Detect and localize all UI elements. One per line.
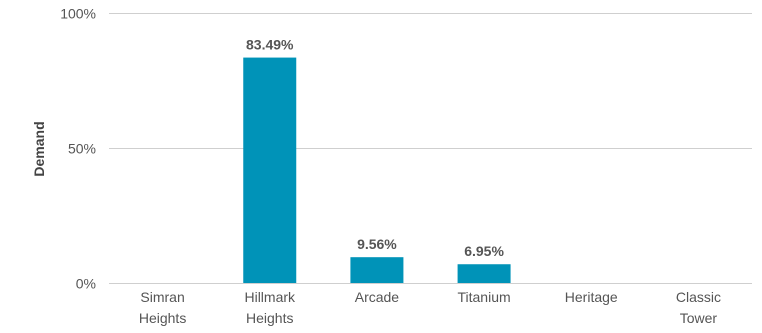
x-tick-label: Titanium (457, 289, 510, 305)
bar (243, 57, 297, 284)
bar (350, 257, 404, 283)
bars (243, 57, 511, 284)
data-label: 9.56% (357, 236, 397, 252)
data-label: 83.49% (246, 37, 294, 53)
bar (457, 264, 511, 283)
x-tick-label: Simran Heights (139, 289, 186, 326)
x-axis-categories: Simran Heights Hillmark Heights Arcade Titani… (139, 289, 721, 326)
data-labels: 83.49% 9.56% 6.95% (246, 37, 504, 260)
x-tick-label: Arcade (355, 289, 400, 305)
y-axis-label: Demand (31, 121, 47, 176)
y-axis-ticks: 0% 50% 100% (60, 6, 96, 292)
gridlines (109, 13, 752, 284)
y-tick-label: 50% (68, 141, 96, 157)
y-tick-label: 0% (76, 276, 96, 292)
x-tick-label: Heritage (565, 289, 618, 305)
x-tick-label: Hillmark Heights (244, 289, 296, 326)
y-tick-label: 100% (60, 6, 96, 22)
x-tick-label: Classic Tower (676, 289, 721, 326)
data-label: 6.95% (464, 243, 504, 259)
